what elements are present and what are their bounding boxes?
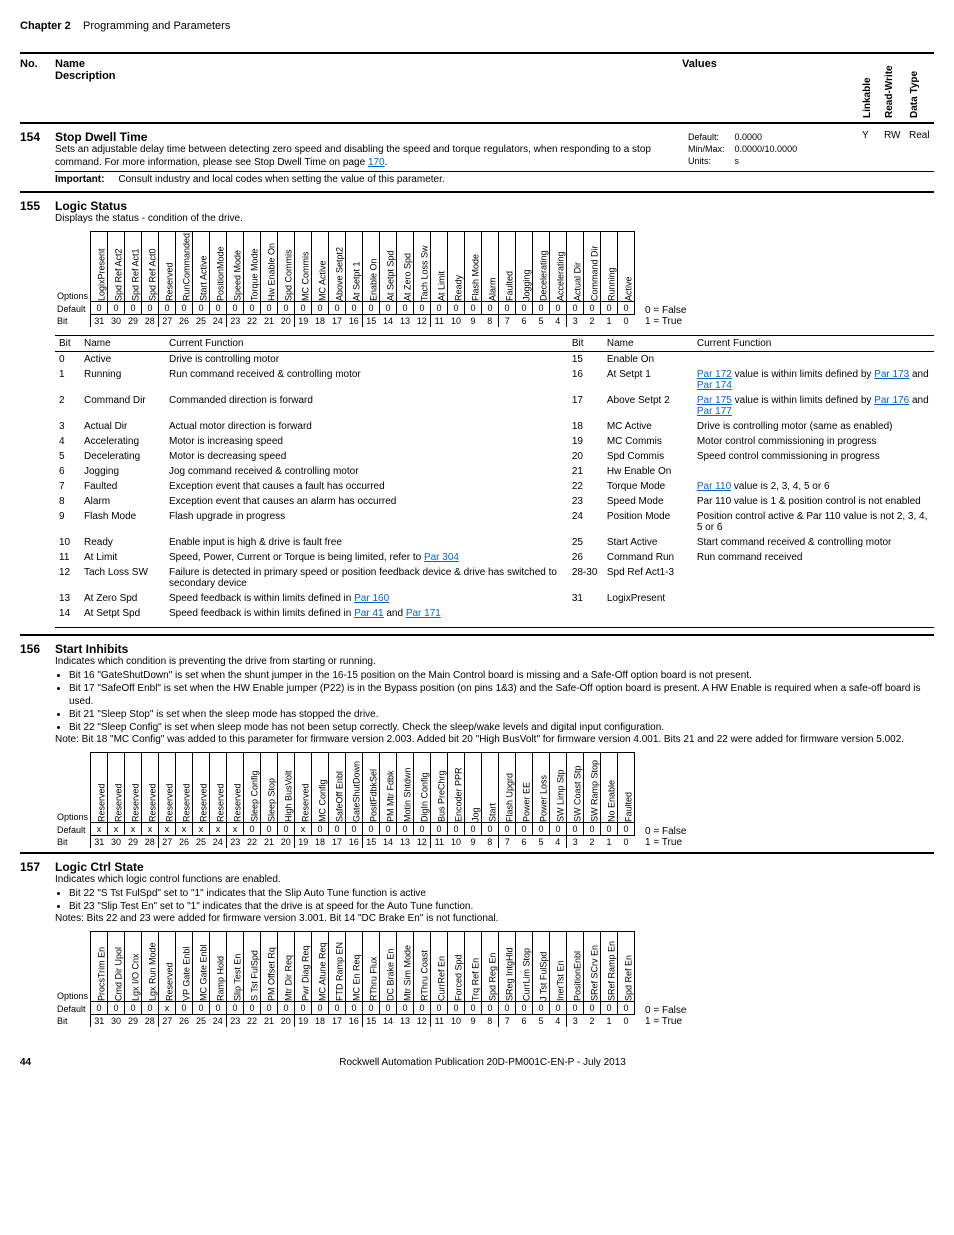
rw-val: RW — [884, 130, 909, 169]
column-header: No. Name Description Values Linkable Rea… — [20, 58, 934, 118]
param-name: Start Inhibits — [55, 642, 934, 656]
important-row: Important: Consult industry and local co… — [55, 174, 934, 187]
linkable-val: Y — [862, 130, 884, 169]
dt-val: Real — [909, 130, 934, 169]
chapter-title: Programming and Parameters — [83, 20, 230, 32]
col-no: No. — [20, 58, 55, 70]
page-footer: 44 Rockwell Automation Publication 20D-P… — [20, 1057, 934, 1068]
param-no: 155 — [20, 199, 55, 213]
param-154: 154 Stop Dwell Time Sets an adjustable d… — [20, 130, 934, 187]
param-name: Logic Ctrl State — [55, 860, 934, 874]
note-157: Notes: Bits 22 and 23 were added for fir… — [55, 913, 934, 926]
function-table: Bit Name Current Function Bit Name Curre… — [55, 335, 934, 621]
false-note: 0 = False — [645, 305, 686, 316]
param-no: 157 — [20, 860, 55, 874]
param-no: 156 — [20, 642, 55, 656]
bit-table-155: OptionsLogixPresentSpd Ref Act2Spd Ref A… — [55, 231, 635, 327]
bullets-157: Bit 22 "S Tst FulSpd" set to "1" indicat… — [55, 887, 934, 913]
col-linkable: Linkable — [862, 58, 873, 118]
col-dt: Data Type — [909, 58, 920, 118]
chapter-header: Chapter 2 Programming and Parameters — [20, 20, 934, 32]
col-rw: Read-Write — [884, 58, 895, 118]
param-desc: Displays the status - condition of the d… — [55, 213, 934, 226]
col-desc: Description — [55, 70, 682, 82]
col-name: Name — [55, 58, 682, 70]
bit-table-157: OptionsProcsTrim EnCmd Dir UpolLgx I/O C… — [55, 931, 635, 1027]
param-desc: Sets an adjustable delay time between de… — [55, 144, 682, 169]
param-name: Stop Dwell Time — [55, 130, 682, 144]
bullets-156: Bit 16 "GateShutDown" is set when the sh… — [55, 669, 934, 734]
col-values: Values — [682, 58, 862, 70]
param-desc: Indicates which condition is preventing … — [55, 656, 934, 669]
true-note: 1 = True — [645, 316, 686, 327]
bit-table-156: OptionsReservedReservedReservedReservedR… — [55, 752, 635, 848]
param-155: 155 Logic Status Displays the status - c… — [20, 199, 934, 631]
param-156: 156 Start Inhibits Indicates which condi… — [20, 642, 934, 848]
page-link[interactable]: 170 — [368, 157, 385, 168]
chapter-label: Chapter 2 — [20, 20, 71, 32]
param-no: 154 — [20, 130, 55, 144]
values-table: Default:0.0000 Min/Max:0.0000/10.0000 Un… — [682, 130, 803, 168]
page-number: 44 — [20, 1057, 31, 1068]
param-157: 157 Logic Ctrl State Indicates which log… — [20, 860, 934, 1027]
note-156: Note: Bit 18 "MC Config" was added to th… — [55, 734, 934, 747]
publication: Rockwell Automation Publication 20D-PM00… — [339, 1057, 626, 1068]
param-name: Logic Status — [55, 199, 934, 213]
param-desc: Indicates which logic control functions … — [55, 874, 934, 887]
